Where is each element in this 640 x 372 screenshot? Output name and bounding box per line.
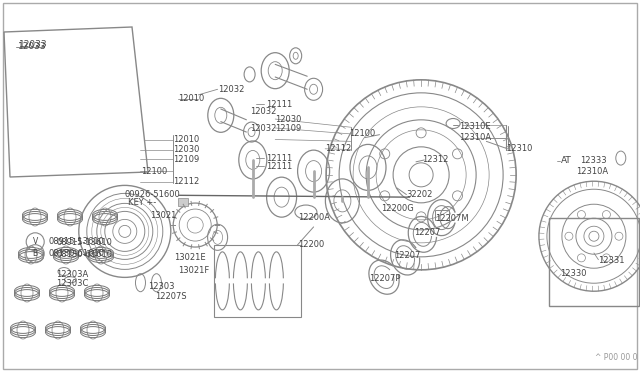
Text: 12207M: 12207M	[435, 214, 469, 223]
Text: 12100: 12100	[349, 129, 375, 138]
Text: 12111: 12111	[266, 154, 292, 163]
Bar	[549, 218, 639, 306]
Text: 12030: 12030	[173, 145, 199, 154]
Text: 12112: 12112	[325, 144, 351, 153]
Bar	[214, 245, 301, 317]
Text: 12303A: 12303A	[56, 270, 88, 279]
Text: 13021F: 13021F	[178, 266, 209, 275]
Text: 12200: 12200	[298, 240, 324, 249]
Text: 32202: 32202	[406, 190, 433, 199]
Text: 08915-13610: 08915-13610	[56, 238, 112, 247]
Text: 13021E: 13021E	[174, 253, 205, 262]
Text: 12109: 12109	[275, 124, 301, 133]
Text: 12312: 12312	[422, 155, 449, 164]
Text: 12310: 12310	[506, 144, 532, 153]
Text: 12112: 12112	[173, 177, 199, 186]
Text: 12207S: 12207S	[155, 292, 186, 301]
Text: 12333: 12333	[580, 156, 607, 165]
Text: 12310A: 12310A	[460, 133, 492, 142]
Text: 12030: 12030	[275, 115, 301, 124]
Text: 12207P: 12207P	[369, 274, 401, 283]
Text: 12310A: 12310A	[576, 167, 608, 176]
Text: 12032: 12032	[250, 124, 276, 133]
Text: 12109: 12109	[173, 155, 199, 164]
Text: 08130-61610: 08130-61610	[49, 249, 105, 258]
Text: 00926-51600: 00926-51600	[125, 190, 180, 199]
Text: 12200G: 12200G	[381, 204, 413, 213]
Text: V: V	[33, 237, 38, 246]
Text: 12331: 12331	[598, 256, 625, 265]
Text: 12032: 12032	[250, 107, 276, 116]
Text: B: B	[33, 249, 38, 258]
Text: 08915-13610: 08915-13610	[49, 237, 104, 246]
Text: 12111: 12111	[266, 162, 292, 171]
Text: 13021: 13021	[150, 211, 177, 220]
Text: 12303C: 12303C	[56, 279, 89, 288]
Text: 12207: 12207	[414, 228, 440, 237]
Text: 12207: 12207	[394, 251, 420, 260]
Text: 12010: 12010	[178, 94, 204, 103]
Text: 12033: 12033	[18, 42, 47, 51]
Text: 12010: 12010	[173, 135, 199, 144]
Text: 12111: 12111	[266, 100, 292, 109]
Text: KEY +-: KEY +-	[128, 198, 156, 207]
Bar	[178, 198, 188, 206]
Text: 08130-61610: 08130-61610	[56, 250, 113, 259]
Text: ^ P00 00 0: ^ P00 00 0	[595, 353, 637, 362]
Text: AT: AT	[561, 156, 572, 165]
Text: 12200A: 12200A	[298, 213, 330, 222]
Text: 12330: 12330	[560, 269, 586, 278]
Text: 12032: 12032	[218, 85, 244, 94]
Text: 12303: 12303	[148, 282, 175, 291]
Text: 12100: 12100	[141, 167, 167, 176]
Text: 12310E: 12310E	[460, 122, 491, 131]
Text: 12033: 12033	[19, 40, 48, 49]
Bar	[435, 210, 449, 220]
